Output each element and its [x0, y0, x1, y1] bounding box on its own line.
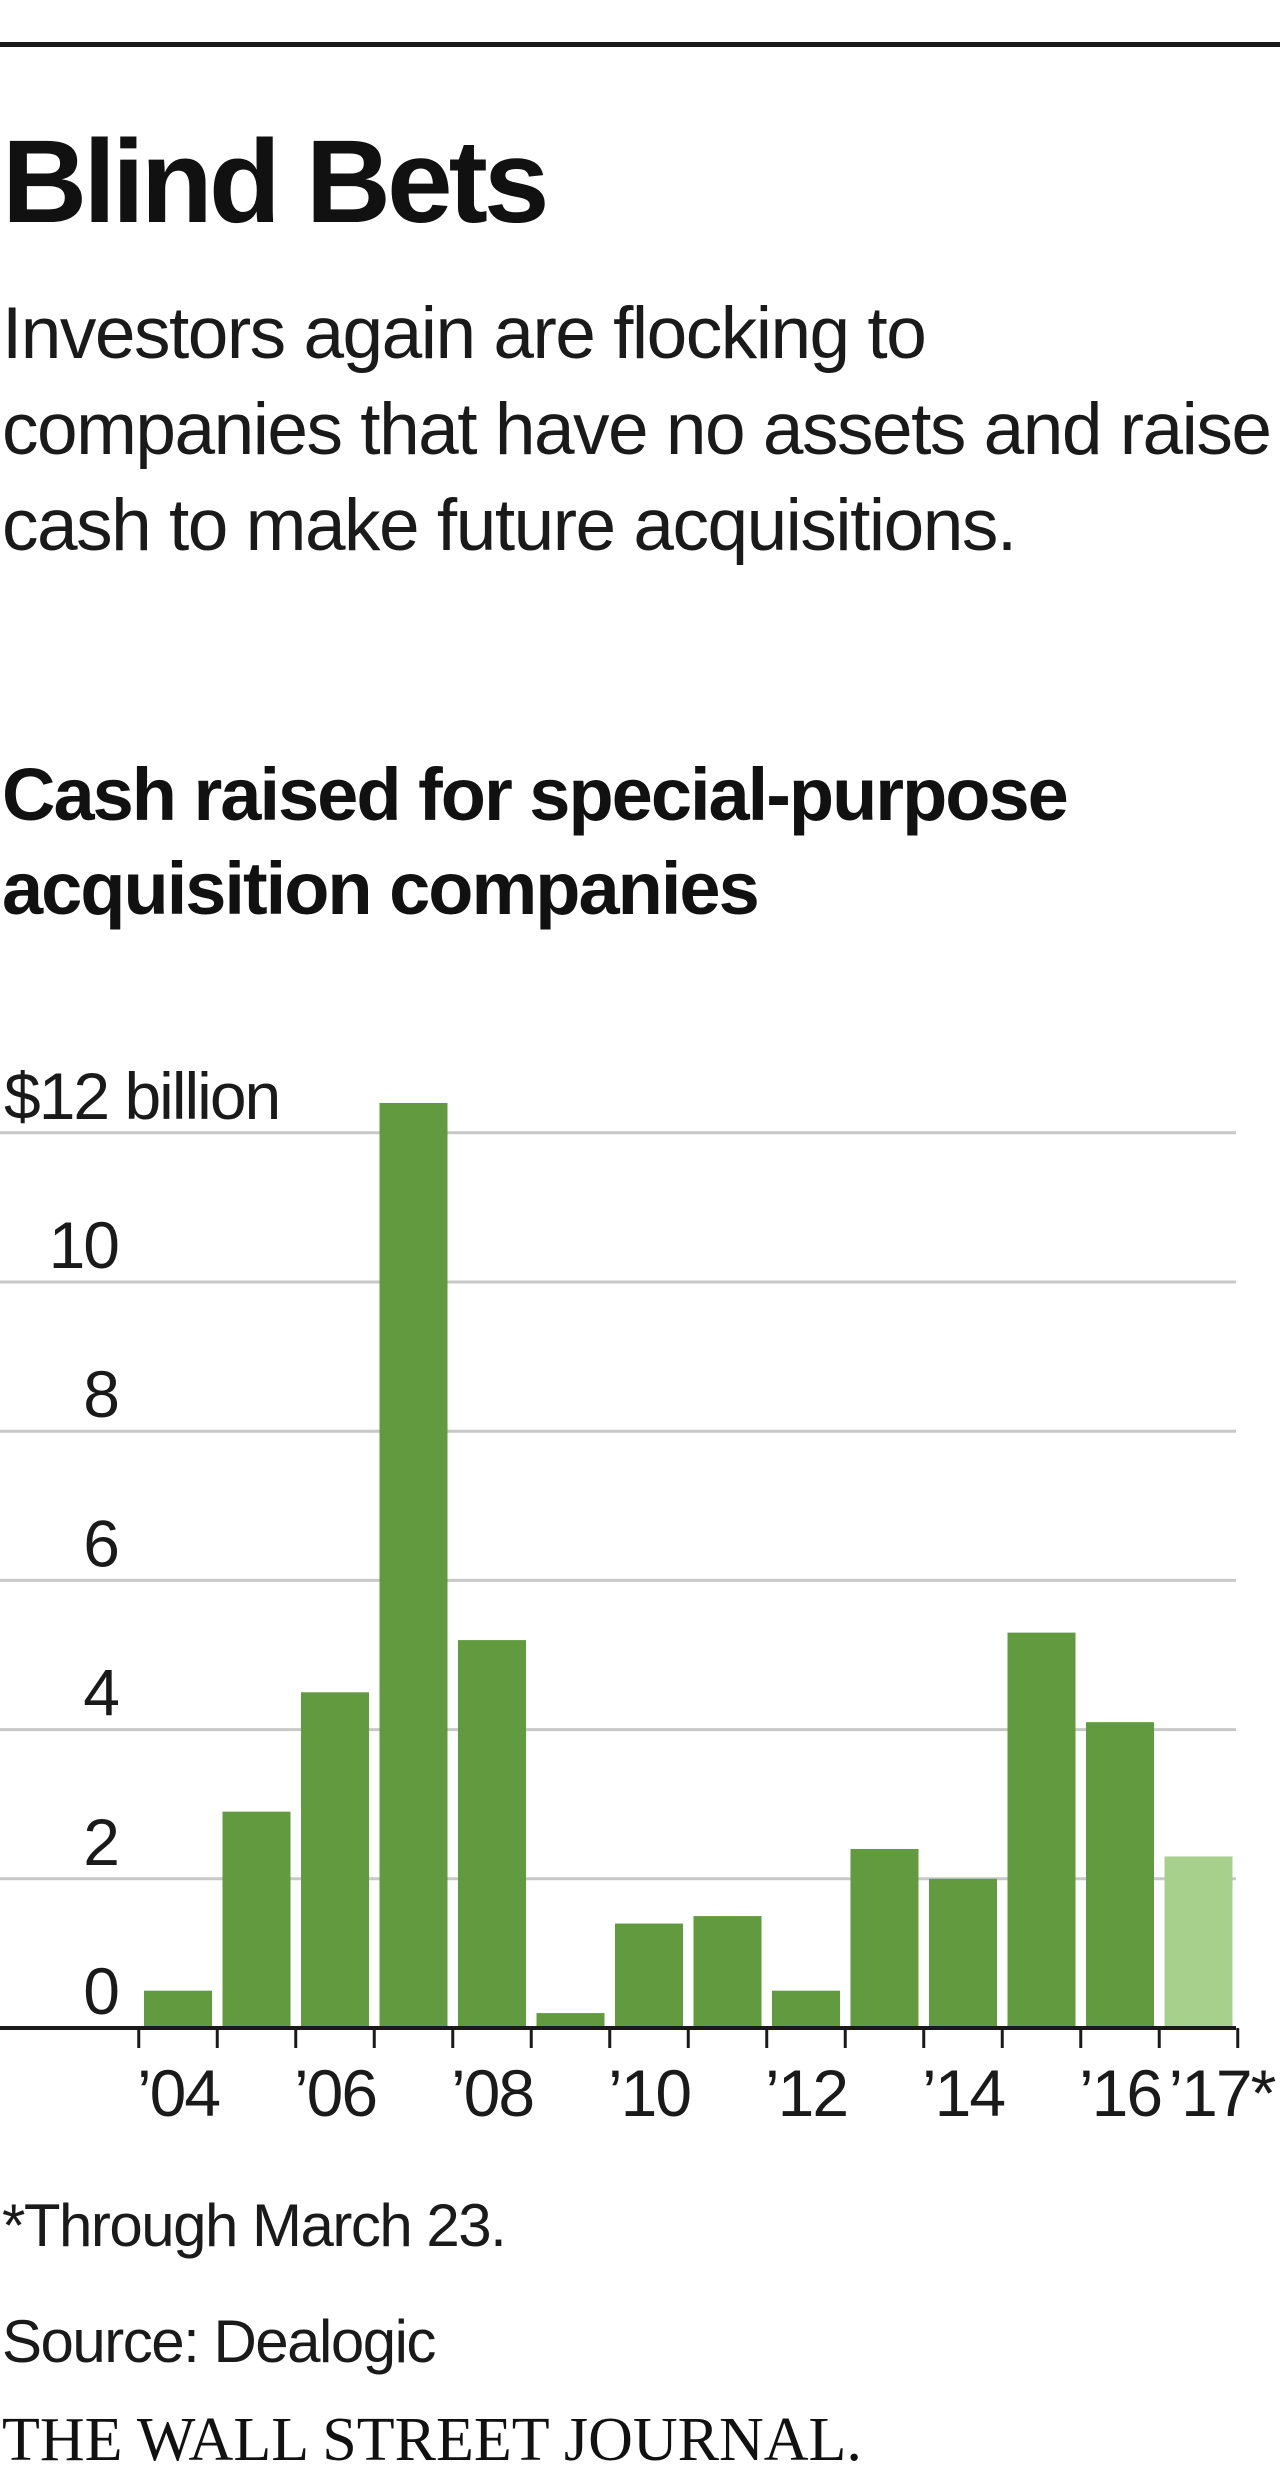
bar-2010: [615, 1923, 683, 2028]
headline: Blind Bets: [2, 116, 549, 248]
bar-2004: [144, 1990, 212, 2028]
y-tick-label: 6: [83, 1506, 118, 1580]
bar-2016: [1086, 1722, 1154, 2028]
y-tick-label: 2: [83, 1805, 118, 1879]
bar-2005: [222, 1811, 291, 2028]
x-tick-label-2016: ’16: [1079, 2056, 1161, 2130]
footnote: *Through March 23.: [2, 2192, 507, 2259]
chart-title: Cash raised for special-purpose acquisit…: [2, 753, 1069, 930]
y-tick-label: 0: [83, 1954, 118, 2028]
x-tick-label-2006: ’06: [294, 2056, 376, 2130]
x-tick-label-2014: ’14: [922, 2056, 1004, 2130]
bar-2007: [379, 1102, 448, 2028]
source-note: Source: Dealogic: [2, 2308, 436, 2375]
bar-chart: 0 2 4 6 8 10 $12 billion ’04 ’06 ’08 ’10 ’12 ’14 ’16…: [0, 1059, 1278, 2130]
y-tick-label: 4: [83, 1656, 118, 1730]
x-tick-label-2017: ’17*: [1169, 2056, 1276, 2130]
y-tick-label: 10: [49, 1208, 119, 1282]
x-axis-labels: ’04 ’06 ’08 ’10 ’12 ’14 ’16’17*: [137, 2056, 1278, 2130]
bar-2014: [929, 1878, 997, 2028]
bar-2015: [1007, 1632, 1076, 2028]
bar-2017: [1164, 1856, 1233, 2028]
bar-2008: [458, 1640, 526, 2028]
top-rule: [0, 42, 1280, 47]
dek: Investors again are flocking to companie…: [2, 293, 1272, 566]
bar-2012: [772, 1990, 840, 2028]
y-tick-label: 8: [83, 1357, 118, 1431]
x-axis: [0, 2026, 1240, 2048]
x-tick-label-2004: ’04: [137, 2056, 219, 2130]
x-tick-label-2012: ’12: [765, 2056, 847, 2130]
x-tick-label-2010: ’10: [608, 2056, 690, 2130]
bar-2013: [850, 1848, 919, 2028]
y-axis-labels: 0 2 4 6 8 10 $12 billion: [4, 1059, 281, 2028]
bar-2011: [693, 1916, 762, 2028]
y-tick-label: $12 billion: [4, 1059, 279, 1133]
bar-2009: [536, 2013, 605, 2028]
x-tick-label-2008: ’08: [451, 2056, 533, 2130]
publisher-logo: THE WALL STREET JOURNAL.: [2, 2406, 862, 2474]
bars: [144, 1102, 1233, 2028]
bar-2006: [301, 1692, 369, 2028]
